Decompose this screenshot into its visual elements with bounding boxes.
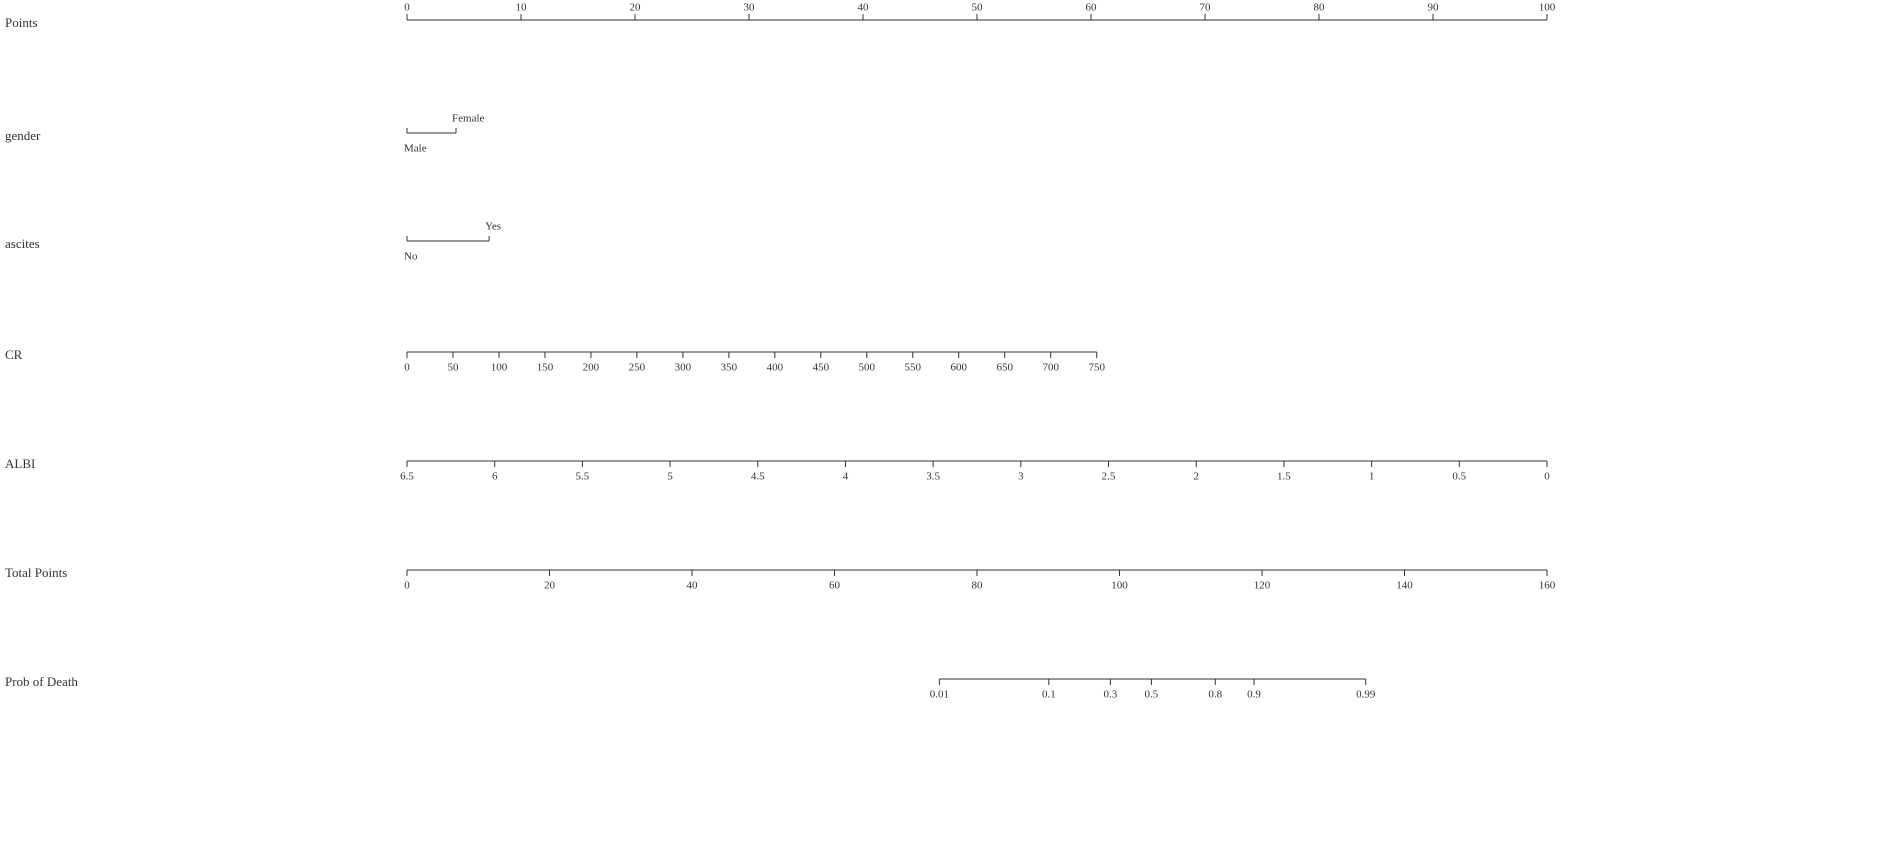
tick-label: 50 (447, 362, 459, 374)
tick-label: 150 (537, 362, 554, 374)
tick-label: 0.8 (1208, 689, 1222, 701)
tick-label: 2 (1193, 471, 1199, 483)
tick-label: 80 (972, 580, 984, 592)
tick-label: 1.5 (1277, 471, 1291, 483)
row-label: gender (5, 128, 41, 143)
tick-label: 60 (1086, 2, 1098, 14)
tick-label: 6.5 (400, 471, 414, 483)
tick-label: 5 (667, 471, 673, 483)
tick-label: 0 (404, 2, 410, 14)
level-label: Male (404, 143, 427, 155)
tick-label: 6 (492, 471, 498, 483)
tick-label: 3.5 (926, 471, 940, 483)
tick-label: 40 (858, 2, 870, 14)
tick-label: 20 (630, 2, 642, 14)
tick-label: 140 (1396, 580, 1413, 592)
tick-label: 5.5 (576, 471, 590, 483)
tick-label: 650 (996, 362, 1013, 374)
tick-label: 80 (1314, 2, 1326, 14)
tick-label: 100 (1539, 2, 1556, 14)
tick-label: 600 (951, 362, 968, 374)
tick-label: 50 (972, 2, 984, 14)
tick-label: 20 (544, 580, 556, 592)
tick-label: 4.5 (751, 471, 765, 483)
tick-label: 40 (687, 580, 699, 592)
tick-label: 0 (404, 580, 410, 592)
tick-label: 750 (1088, 362, 1105, 374)
tick-label: 0.1 (1042, 689, 1056, 701)
level-label: No (404, 251, 418, 263)
tick-label: 30 (744, 2, 756, 14)
tick-label: 0.3 (1104, 689, 1118, 701)
tick-label: 2.5 (1102, 471, 1116, 483)
tick-label: 0.01 (930, 689, 949, 701)
tick-label: 0 (404, 362, 410, 374)
tick-label: 700 (1042, 362, 1059, 374)
tick-label: 70 (1200, 2, 1212, 14)
level-label: Yes (485, 221, 501, 233)
tick-label: 100 (491, 362, 508, 374)
tick-label: 160 (1539, 580, 1556, 592)
tick-label: 0.9 (1247, 689, 1261, 701)
tick-label: 450 (813, 362, 830, 374)
tick-label: 10 (516, 2, 528, 14)
tick-label: 0 (1544, 471, 1550, 483)
row-label: Points (5, 15, 38, 30)
row-label: ascites (5, 236, 40, 251)
tick-label: 400 (767, 362, 784, 374)
tick-label: 0.5 (1452, 471, 1466, 483)
tick-label: 100 (1111, 580, 1128, 592)
tick-label: 0.99 (1356, 689, 1376, 701)
tick-label: 0.5 (1145, 689, 1159, 701)
level-label: Female (452, 113, 484, 125)
row-label: Total Points (5, 565, 67, 580)
tick-label: 500 (859, 362, 876, 374)
tick-label: 3 (1018, 471, 1024, 483)
row-label: Prob of Death (5, 674, 78, 689)
tick-label: 250 (629, 362, 646, 374)
tick-label: 90 (1428, 2, 1440, 14)
tick-label: 120 (1254, 580, 1271, 592)
row-label: CR (5, 347, 23, 362)
tick-label: 550 (905, 362, 922, 374)
tick-label: 1 (1369, 471, 1375, 483)
tick-label: 200 (583, 362, 600, 374)
row-label: ALBI (5, 456, 35, 471)
tick-label: 350 (721, 362, 738, 374)
tick-label: 300 (675, 362, 692, 374)
tick-label: 4 (843, 471, 849, 483)
tick-label: 60 (829, 580, 841, 592)
